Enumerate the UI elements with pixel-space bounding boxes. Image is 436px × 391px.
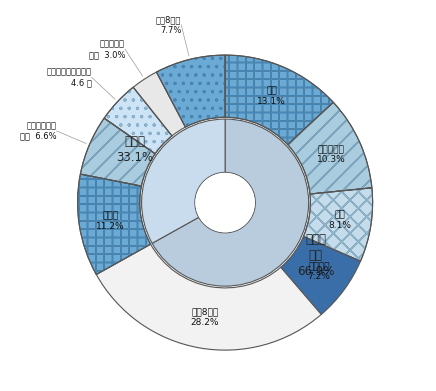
Text: 飲料・たばこ・飼料
4.6 ％: 飲料・たばこ・飼料 4.6 ％: [47, 68, 92, 87]
Wedge shape: [133, 72, 185, 136]
Wedge shape: [303, 188, 373, 261]
Wedge shape: [225, 55, 333, 145]
Text: プラスチック
製品  6.6%: プラスチック 製品 6.6%: [20, 121, 57, 141]
Circle shape: [196, 174, 254, 232]
Text: 他の8業種
7.7%: 他の8業種 7.7%: [156, 15, 181, 34]
Text: 窯業・土石
製品  3.0%: 窯業・土石 製品 3.0%: [89, 39, 125, 59]
Text: 化学
13.1%: 化学 13.1%: [257, 86, 286, 106]
Text: 鉄鋼
8.1%: 鉄鋼 8.1%: [329, 211, 352, 230]
Wedge shape: [142, 119, 225, 243]
Wedge shape: [96, 244, 321, 350]
Wedge shape: [288, 102, 372, 194]
Wedge shape: [157, 55, 225, 127]
Text: 軽工業
33.1%: 軽工業 33.1%: [116, 135, 153, 164]
Wedge shape: [281, 237, 361, 314]
Text: 食料品
11.2%: 食料品 11.2%: [96, 211, 124, 231]
Text: 電気機械
7.2%: 電気機械 7.2%: [307, 262, 330, 281]
Wedge shape: [152, 119, 309, 286]
Wedge shape: [104, 87, 172, 154]
Wedge shape: [78, 174, 150, 274]
Text: 他の8業種
28.2%: 他の8業種 28.2%: [191, 308, 219, 327]
Text: 生産用機械
10.3%: 生産用機械 10.3%: [317, 145, 346, 164]
Text: 重化学
工業
66.9%: 重化学 工業 66.9%: [297, 233, 334, 278]
Wedge shape: [80, 118, 155, 186]
